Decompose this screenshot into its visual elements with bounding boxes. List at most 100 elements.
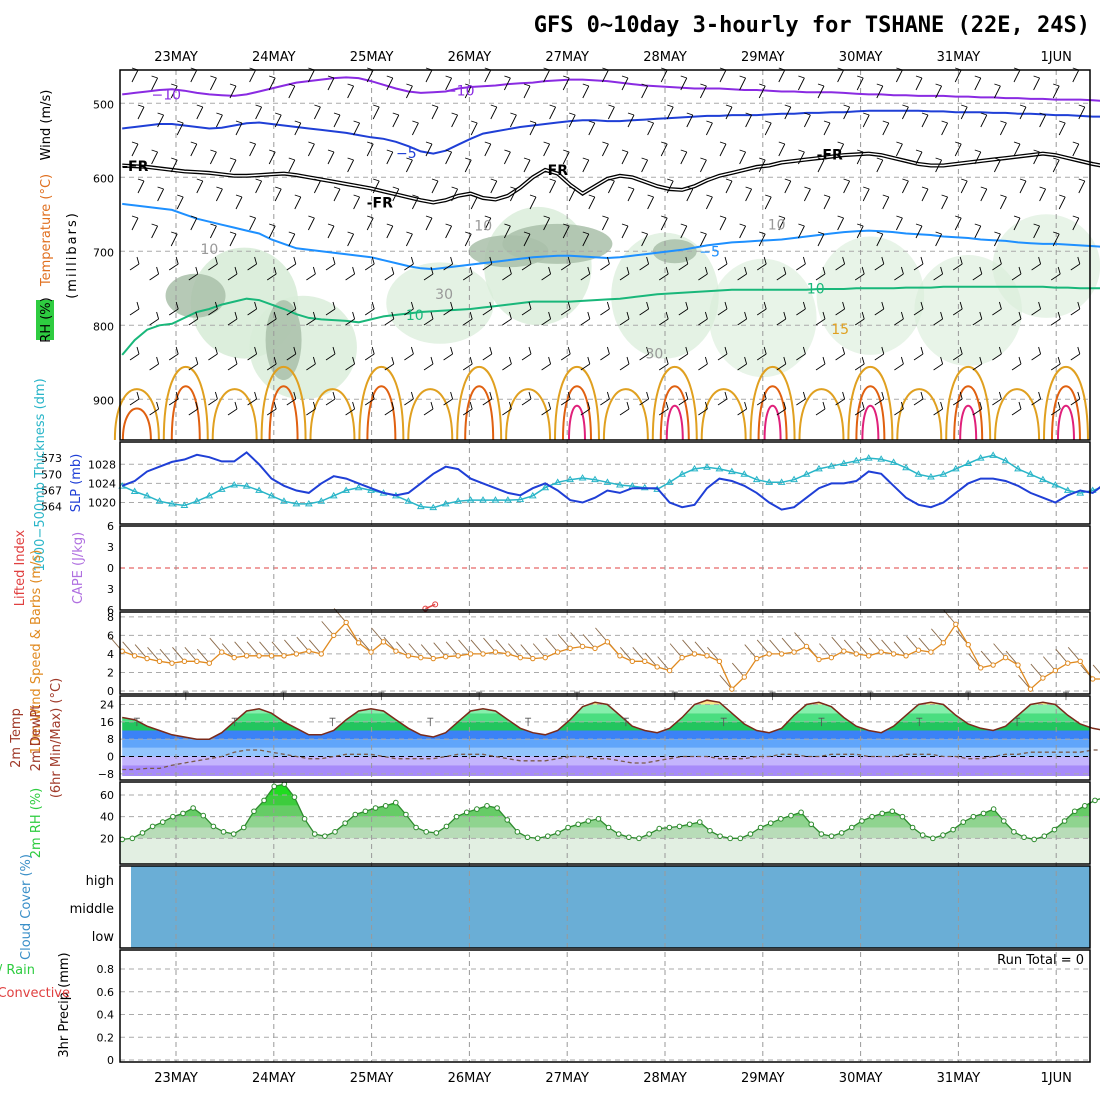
- thickness-point: [491, 496, 500, 503]
- surface-wind-barb: [271, 641, 285, 657]
- wind-barb: [933, 311, 944, 326]
- thickness-line: [121, 454, 1100, 509]
- wind-speed-point: [915, 647, 922, 653]
- thickness-point: [267, 491, 276, 499]
- surface-wind-barb: [221, 643, 235, 658]
- wind-barb: [823, 120, 831, 136]
- surface-wind-barb: [918, 637, 932, 653]
- rh-point: [1000, 818, 1007, 824]
- wind-barb: [619, 311, 630, 326]
- surface-wind-barb: [993, 643, 1006, 658]
- li-axis-label: Lifted Index: [13, 529, 28, 606]
- isotherm-line: [122, 109, 1100, 155]
- surface-wind-barb: [408, 643, 422, 658]
- wind-speed-point: [679, 654, 685, 661]
- isotherm-15-arch: [553, 365, 600, 441]
- wind-barb: [619, 356, 630, 371]
- thickness-point: [603, 478, 612, 485]
- thickness-point: [678, 470, 686, 477]
- wind-barb: [588, 194, 596, 210]
- rh-point: [332, 829, 338, 835]
- wind-barb: [560, 256, 571, 271]
- wind-barb: [1031, 346, 1042, 361]
- rh-point: [747, 831, 754, 837]
- wind-barb: [405, 157, 413, 173]
- isotherm-label: 10: [807, 281, 825, 297]
- isotherm-line: [121, 285, 1100, 356]
- thickness-point: [889, 458, 898, 465]
- minmax-marker: [329, 717, 336, 727]
- thickness-point: [479, 496, 487, 503]
- rh-point: [190, 805, 196, 811]
- rh-point: [413, 824, 419, 831]
- isotherm-25-arch: [959, 405, 978, 441]
- wind-barb: [739, 223, 747, 239]
- pressure-unit-label: (millibars): [65, 211, 80, 299]
- wind-barb: [502, 266, 512, 281]
- isotherm-15-arch: [847, 365, 894, 441]
- temp-tick-label: −8: [98, 768, 114, 781]
- thickness-point: [1063, 486, 1072, 493]
- surface-wind-barb: [458, 639, 471, 655]
- rh-point: [463, 809, 470, 816]
- thickness-point: [168, 499, 176, 507]
- wind-barb: [1050, 266, 1061, 281]
- wind-barb: [404, 346, 414, 361]
- wind-barb: [980, 186, 988, 202]
- wind-barb: [384, 401, 395, 416]
- wind-barb: [188, 401, 199, 416]
- isotherm-label: 10: [768, 218, 786, 234]
- wind-barb: [796, 301, 806, 316]
- wind-speed-point: [480, 651, 486, 657]
- wind-barb: [523, 231, 531, 247]
- wind-barb: [737, 401, 748, 416]
- wind-barb: [658, 311, 669, 326]
- wind-barb: [482, 391, 493, 406]
- wind-barb: [235, 120, 243, 136]
- wind-speed-point: [169, 660, 175, 666]
- wind-barb: [843, 104, 851, 120]
- rh-point: [909, 824, 916, 831]
- temperature-band: [122, 713, 1090, 722]
- wind-barb: [523, 157, 531, 173]
- rh-point: [707, 827, 713, 834]
- wind-barb: [621, 223, 629, 239]
- rh-tick-label: 20: [100, 832, 114, 845]
- wind-barb: [462, 311, 473, 326]
- wind-barb: [294, 194, 302, 210]
- wind-barb: [837, 141, 845, 157]
- surface-wind-barb: [980, 650, 994, 666]
- wind-speed-point: [567, 645, 573, 652]
- date-label-bottom: 26MAY: [448, 1071, 492, 1086]
- wind-barb: [129, 391, 140, 406]
- wind-speed-point: [990, 662, 996, 668]
- wind10m-label: 10m Wind Speed & Barbs (m/s): [29, 550, 44, 755]
- wind-barb: [1078, 178, 1086, 194]
- wind-barb: [935, 83, 943, 99]
- wind-barb: [137, 104, 145, 120]
- wind-barb: [1072, 141, 1080, 157]
- wind-barb: [627, 186, 635, 202]
- wind-barb: [776, 356, 787, 371]
- wind-barb: [1052, 231, 1060, 247]
- thickness-point: [317, 497, 326, 504]
- wind-barb: [915, 75, 923, 91]
- wind-barb: [1050, 401, 1061, 416]
- thickness-point: [155, 497, 164, 504]
- wind-barb: [325, 346, 336, 361]
- wind-barb: [915, 223, 923, 239]
- thickness-point: [765, 478, 774, 485]
- wind-barb: [582, 83, 590, 99]
- cloud-layer-label: high: [86, 874, 114, 889]
- wind-barb: [954, 141, 962, 157]
- wind-speed-point: [903, 653, 909, 659]
- wind-barb: [1050, 356, 1061, 371]
- surface-wind-barb: [209, 637, 223, 653]
- wind-tick-label: 4: [107, 648, 114, 661]
- wind-barb: [680, 223, 688, 239]
- temp-tick-label: 8: [107, 733, 114, 746]
- thickness-point: [752, 475, 761, 483]
- thickness-point: [777, 478, 786, 485]
- rh-point: [767, 820, 774, 826]
- wind-speed-point: [766, 651, 772, 657]
